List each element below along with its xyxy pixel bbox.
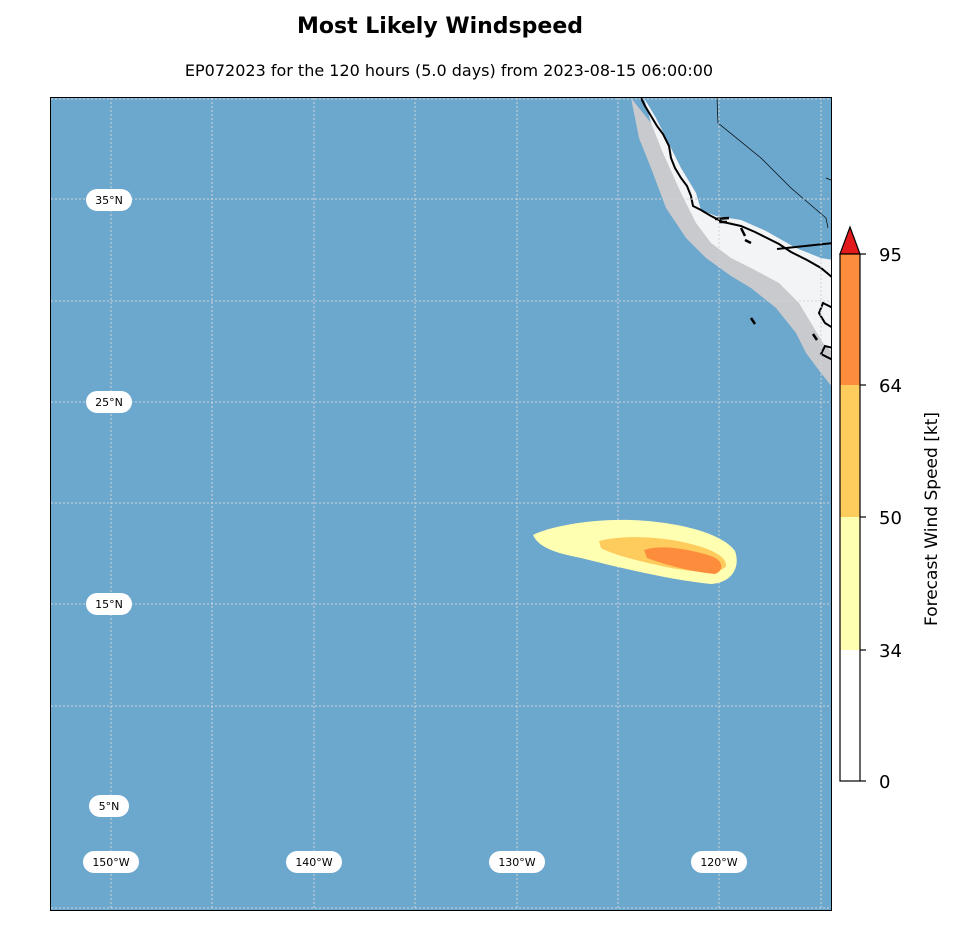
- country-border: [776, 242, 831, 250]
- islands: [714, 216, 819, 341]
- wind-swath-64kt: [644, 547, 722, 574]
- chart-title: Most Likely Windspeed: [297, 14, 583, 39]
- colorbar-ticks: [860, 253, 866, 782]
- lat-label: 35°N: [95, 194, 123, 207]
- lat-label: 25°N: [95, 396, 123, 409]
- lon-label: 130°W: [498, 856, 535, 869]
- colorbar-band-50-64: [840, 385, 860, 517]
- colorbar-band-0-34: [840, 650, 860, 781]
- colorbar-tick-label: 0: [879, 772, 890, 790]
- coastline-baja: [817, 301, 831, 328]
- map-canvas: [51, 98, 831, 910]
- colorbar-label: Forecast Wind Speed [kt]: [922, 412, 942, 626]
- chart-subtitle: EP072023 for the 120 hours (5.0 days) fr…: [184, 61, 714, 80]
- lon-label: 150°W: [92, 856, 129, 869]
- lon-label: 140°W: [295, 856, 332, 869]
- graticule-labels: 35°N 25°N 15°N 5°N 150°W 140°W 130°W 120…: [83, 189, 747, 873]
- colorbar-extend-arrow: [839, 225, 861, 255]
- colorbar-tick-label: 34: [879, 641, 902, 662]
- lon-label: 120°W: [700, 856, 737, 869]
- lat-label: 5°N: [99, 800, 120, 813]
- state-border: [716, 98, 831, 229]
- coastline-baja-south: [819, 344, 831, 361]
- lat-label: 15°N: [95, 598, 123, 611]
- colorbar-tick-label: 64: [879, 376, 902, 397]
- coastline: [640, 98, 831, 278]
- colorbar-tick-label: 50: [879, 508, 902, 529]
- map-panel[interactable]: 35°N 25°N 15°N 5°N 150°W 140°W 130°W 120…: [50, 97, 832, 911]
- colorbar-band-64-95: [840, 254, 860, 385]
- colorbar-band-34-50: [840, 517, 860, 650]
- colorbar-tick-label: 95: [879, 245, 902, 266]
- colorbar: 95 64 50 34 0: [839, 225, 902, 790]
